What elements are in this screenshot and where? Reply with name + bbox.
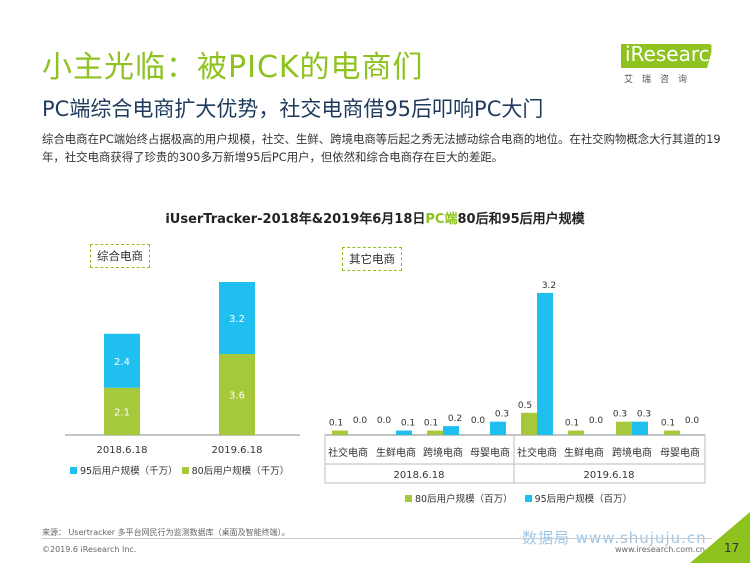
x-tick-label: 生鲜电商: [564, 446, 604, 459]
bar: [537, 292, 553, 435]
bar-segment: [104, 387, 140, 435]
data-label: 0.1: [565, 419, 579, 429]
x-tick-label: 2018.6.18: [97, 445, 148, 456]
data-label: 0.2: [448, 414, 462, 424]
bar-segment: [219, 282, 255, 354]
data-label: 2.4: [114, 357, 130, 368]
data-label: 0.0: [353, 416, 368, 426]
data-label: 0.0: [589, 416, 604, 426]
legend-swatch-95: [524, 494, 532, 502]
copyright: ©2019.6 iResearch Inc.: [42, 545, 137, 554]
x-tick-label: 母婴电商: [470, 446, 510, 459]
bar: [568, 430, 584, 435]
data-label: 0.1: [661, 419, 675, 429]
bar: [443, 426, 459, 435]
chart-title-prefix: iUserTracker-2018年&2019年6月18日: [165, 212, 426, 227]
data-label: 0.1: [401, 419, 415, 429]
legend-left-80: 80后用户规模（千万）: [191, 466, 290, 477]
page-title: 小主光临：被PICK的电商们: [42, 50, 424, 85]
bar: [521, 412, 537, 435]
panel-label-other: 其它电商: [342, 247, 402, 271]
x-tick-label: 社交电商: [517, 446, 557, 459]
data-label: 0.3: [637, 410, 651, 420]
x-tick-label: 社交电商: [328, 446, 368, 459]
legend-right-80: 80后用户规模（百万）: [415, 494, 513, 505]
footer-divider: [42, 538, 712, 539]
bar: [332, 430, 348, 435]
panel-label-comprehensive: 综合电商: [90, 244, 150, 268]
bar-segment: [104, 333, 140, 388]
legend-swatch-80: [181, 466, 189, 474]
chart-title-suffix: 80后和95后用户规模: [457, 212, 585, 227]
x-tick-label: 生鲜电商: [376, 446, 416, 459]
bar-segment: [219, 354, 255, 435]
bar: [632, 421, 648, 435]
x-tick-label: 跨境电商: [423, 446, 463, 459]
legend-left: 95后用户规模（千万） 80后用户规模（千万）: [70, 463, 289, 477]
bar: [616, 421, 632, 435]
legend-right: 80后用户规模（百万） 95后用户规模（百万）: [405, 491, 632, 505]
logo-text: iResearch: [625, 42, 723, 66]
data-label: 3.2: [229, 314, 245, 325]
page-number: 17: [724, 541, 740, 555]
data-label: 0.1: [424, 419, 438, 429]
source-note: 来源： Usertracker 多平台网民行为监测数据库（桌面及智能终端）。: [42, 528, 290, 537]
logo-subtext: 艾瑞咨询: [624, 75, 697, 85]
data-label: 0.1: [329, 419, 343, 429]
iresearch-logo: [621, 44, 713, 68]
group-label: 2018.6.18: [394, 470, 445, 481]
legend-swatch-80: [405, 494, 412, 502]
data-label: 2.1: [114, 407, 130, 418]
data-label: 0.3: [613, 410, 627, 420]
legend-right-95: 95后用户规模（百万）: [534, 494, 633, 505]
data-label: 3.6: [229, 391, 245, 402]
body-paragraph: 综合电商在PC端始终占据极高的用户规模，社交、生鲜、跨境电商等后起之秀无法撼动综…: [42, 132, 721, 164]
bar: [396, 430, 412, 435]
corner-decoration: [690, 512, 750, 563]
x-tick-label: 母婴电商: [660, 446, 700, 459]
chart-title: iUserTracker-2018年&2019年6月18日PC端80后和95后用…: [0, 208, 750, 227]
data-label: 0.3: [495, 410, 509, 420]
page-subtitle: PC端综合电商扩大优势，社交电商借95后叩响PC大门: [42, 97, 544, 121]
legend-left-95: 95后用户规模（千万）: [80, 466, 178, 477]
bar: [427, 430, 443, 435]
bar: [490, 421, 506, 435]
group-label: 2019.6.18: [584, 470, 635, 481]
legend-swatch-95: [70, 466, 77, 474]
x-tick-label: 2019.6.18: [212, 445, 263, 456]
data-label: 3.2: [542, 281, 556, 291]
website: www.iresearch.com.cn: [615, 545, 705, 554]
data-label: 0.0: [377, 416, 392, 426]
bar: [664, 430, 680, 435]
data-label: 0.5: [518, 401, 532, 411]
data-label: 0.0: [685, 416, 700, 426]
x-tick-label: 跨境电商: [612, 446, 652, 459]
data-label: 0.0: [471, 416, 486, 426]
chart-title-highlight: PC端: [425, 212, 458, 227]
